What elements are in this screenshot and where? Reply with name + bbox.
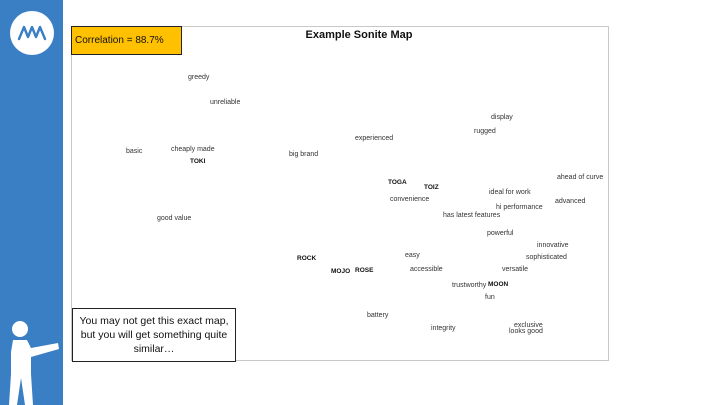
brand-label: TOKI [190,158,206,165]
attribute-label: integrity [431,325,456,332]
brand-label: MOON [488,281,509,288]
mw-logo-icon [10,11,54,55]
attribute-label: greedy [188,74,210,81]
attribute-label: hi performance [496,204,543,211]
brand-label: MOJO [331,268,351,275]
attribute-label: display [491,114,513,121]
attribute-label: cheaply made [171,146,215,153]
attribute-label: battery [367,312,389,319]
attribute-label: powerful [487,230,514,237]
sonite-map-panel [71,26,609,361]
attribute-label: exclusive [514,322,543,329]
attribute-label: sophisticated [526,254,567,261]
attribute-label: basic [126,148,143,155]
attribute-label: good value [157,215,192,222]
disclaimer-note: You may not get this exact map, but you … [72,308,236,362]
brand-label: TOIZ [424,184,439,191]
attribute-label: versatile [502,266,529,273]
brand-label: TOGA [388,179,407,186]
sidebar [0,0,63,405]
attribute-label: looks good [509,328,543,335]
attribute-label: easy [405,252,420,259]
attribute-label: accessible [410,266,443,273]
attribute-label: fun [485,294,495,301]
brand-label: ROCK [297,255,317,262]
attribute-label: advanced [555,198,586,205]
map-title: Example Sonite Map [305,29,413,41]
attribute-label: trustworthy [452,282,487,289]
attribute-label: ideal for work [489,189,531,196]
brand-label: ROSE [355,267,374,274]
attribute-label: ahead of curve [557,174,604,181]
attribute-label: experienced [355,135,394,142]
attribute-label: convenience [390,196,430,203]
pointing-person-icon [9,321,59,405]
attribute-label: big brand [289,151,319,158]
correlation-badge: Correlation = 88.7% [71,26,182,55]
attribute-label: unreliable [210,99,241,106]
attribute-label: has latest features [443,212,501,219]
correlation-label: Correlation = [75,35,136,46]
attribute-label: rugged [474,128,496,135]
correlation-value: 88.7% [135,35,164,46]
attribute-label: innovative [537,242,569,249]
